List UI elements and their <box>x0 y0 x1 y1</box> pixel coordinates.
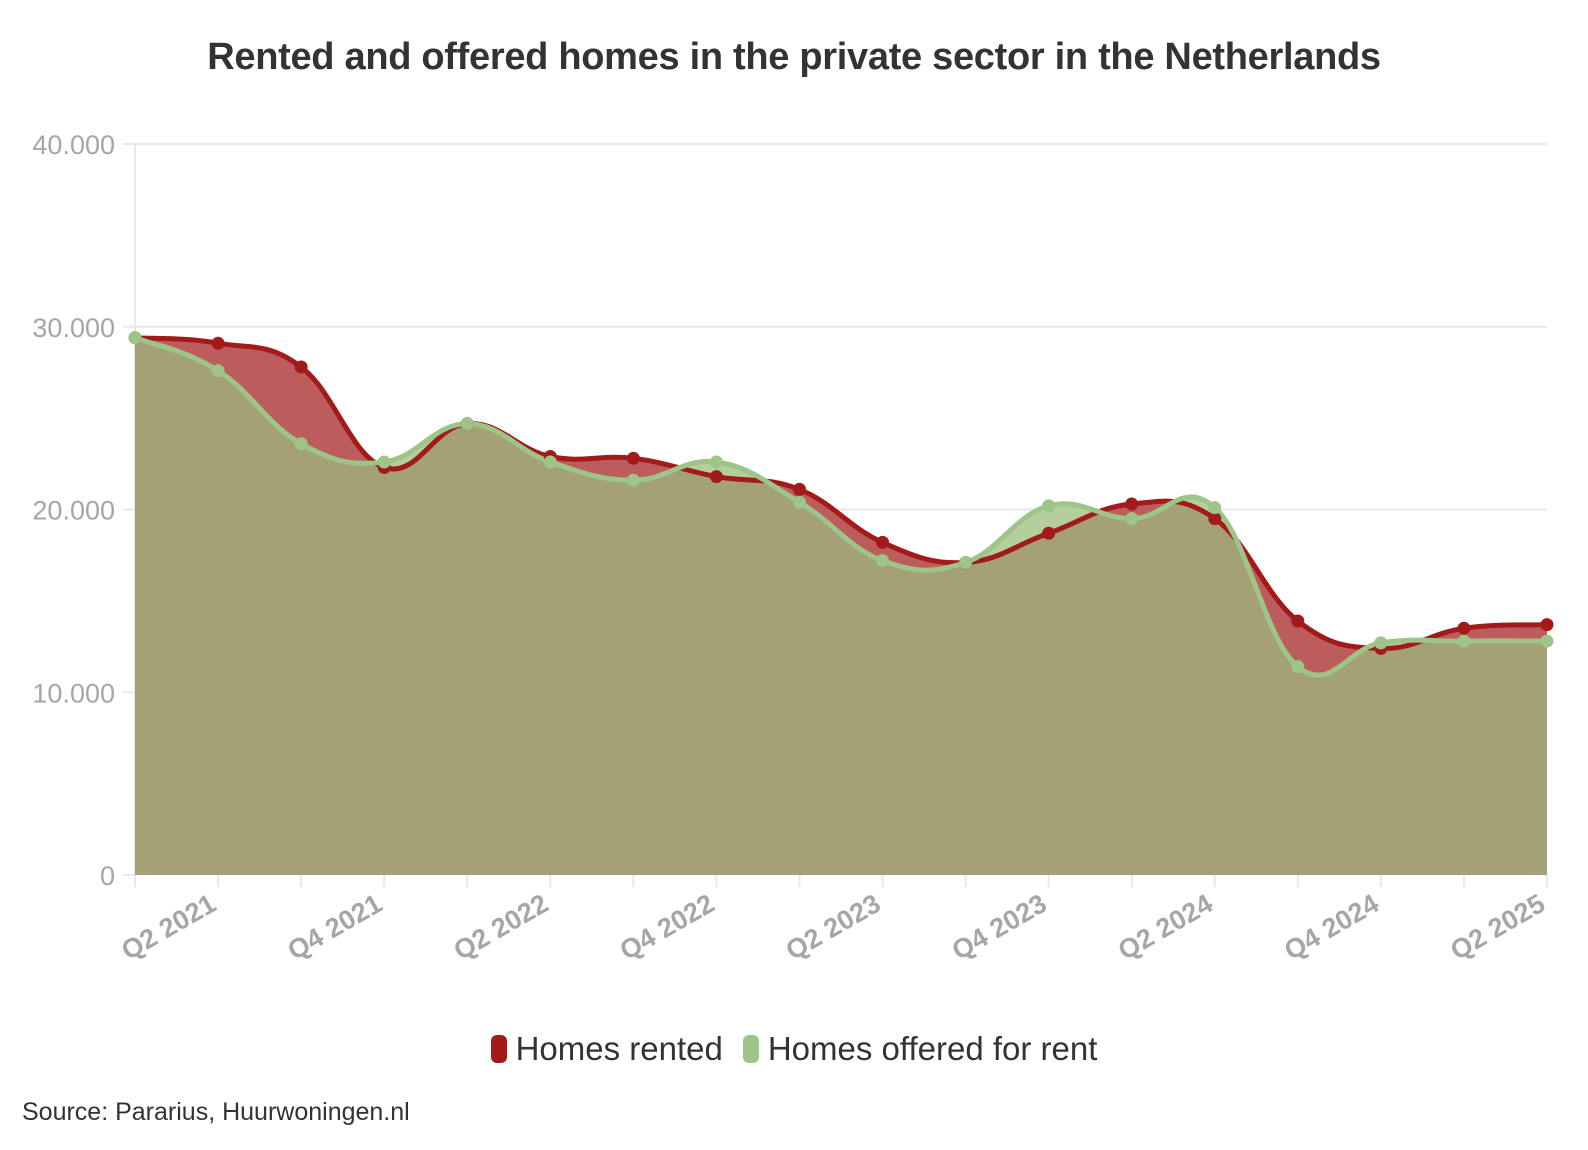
data-points[interactable] <box>128 331 1554 674</box>
x-tick-label: Q2 2021 <box>116 888 221 966</box>
y-tick-label: 40.000 <box>32 130 115 160</box>
point-homes-offered[interactable] <box>1042 499 1056 513</box>
x-tick-label: Q2 2023 <box>781 888 886 966</box>
point-homes-offered[interactable] <box>543 455 557 469</box>
point-homes-rented[interactable] <box>709 470 723 484</box>
point-homes-offered[interactable] <box>377 455 391 469</box>
point-homes-offered[interactable] <box>294 437 308 451</box>
series-areas <box>135 337 1547 876</box>
point-homes-offered[interactable] <box>709 455 723 469</box>
point-homes-offered[interactable] <box>1457 634 1471 648</box>
legend-swatch-rented <box>490 1035 507 1063</box>
y-tick-label: 10.000 <box>32 678 115 708</box>
point-homes-offered[interactable] <box>792 495 806 509</box>
y-tick-label: 30.000 <box>32 313 115 343</box>
point-homes-rented[interactable] <box>1457 621 1471 635</box>
point-homes-rented[interactable] <box>626 451 640 465</box>
legend-label: Homes rented <box>515 1030 723 1067</box>
point-homes-offered[interactable] <box>1291 660 1305 674</box>
area-chart: 0 10.000 20.000 30.000 40.000 Q2 2021 Q4 2021… <box>32 130 1554 966</box>
point-homes-rented[interactable] <box>1042 526 1056 540</box>
point-homes-offered[interactable] <box>876 554 890 568</box>
point-homes-rented[interactable] <box>1208 512 1222 526</box>
point-homes-rented[interactable] <box>1540 618 1554 632</box>
x-tick-label: Q4 2024 <box>1279 888 1384 966</box>
x-tick-label: Q4 2021 <box>282 888 387 966</box>
point-homes-offered[interactable] <box>1208 501 1222 515</box>
y-axis: 0 10.000 20.000 30.000 40.000 <box>32 130 115 891</box>
x-tick-label: Q2 2025 <box>1445 888 1550 966</box>
x-tick-label: Q4 2023 <box>947 888 1052 966</box>
point-homes-offered[interactable] <box>1374 636 1388 650</box>
y-tick-label: 20.000 <box>32 496 115 526</box>
point-homes-rented[interactable] <box>792 482 806 496</box>
y-tick-label: 0 <box>100 861 115 891</box>
point-homes-offered[interactable] <box>1540 634 1554 648</box>
legend-swatch-offered <box>742 1035 759 1063</box>
legend-item-homes-offered[interactable]: Homes offered for rent <box>742 1030 1098 1068</box>
point-homes-rented[interactable] <box>211 336 225 350</box>
x-tick-label: Q4 2022 <box>615 888 720 966</box>
point-homes-rented[interactable] <box>294 360 308 374</box>
point-homes-offered[interactable] <box>211 364 225 378</box>
x-axis: Q2 2021 Q4 2021 Q2 2022 Q4 2022 Q2 2023 Q4 20… <box>116 875 1550 966</box>
point-homes-rented[interactable] <box>876 535 890 549</box>
point-homes-offered[interactable] <box>959 555 973 569</box>
point-homes-rented[interactable] <box>1291 614 1305 628</box>
x-tick-label: Q2 2022 <box>449 888 554 966</box>
point-homes-rented[interactable] <box>1125 497 1139 511</box>
point-homes-offered[interactable] <box>460 417 474 431</box>
point-homes-offered[interactable] <box>128 331 142 345</box>
point-homes-offered[interactable] <box>626 473 640 487</box>
chart-title: Rented and offered homes in the private … <box>207 36 1381 78</box>
legend: Homes rented Homes offered for rent <box>0 1030 1588 1068</box>
legend-label: Homes offered for rent <box>767 1030 1098 1067</box>
point-homes-offered[interactable] <box>1125 512 1139 526</box>
area-overlap <box>135 337 1547 876</box>
x-tick-label: Q2 2024 <box>1113 888 1218 966</box>
legend-item-homes-rented[interactable]: Homes rented <box>490 1030 723 1068</box>
source-note: Source: Pararius, Huurwoningen.nl <box>22 1098 410 1126</box>
